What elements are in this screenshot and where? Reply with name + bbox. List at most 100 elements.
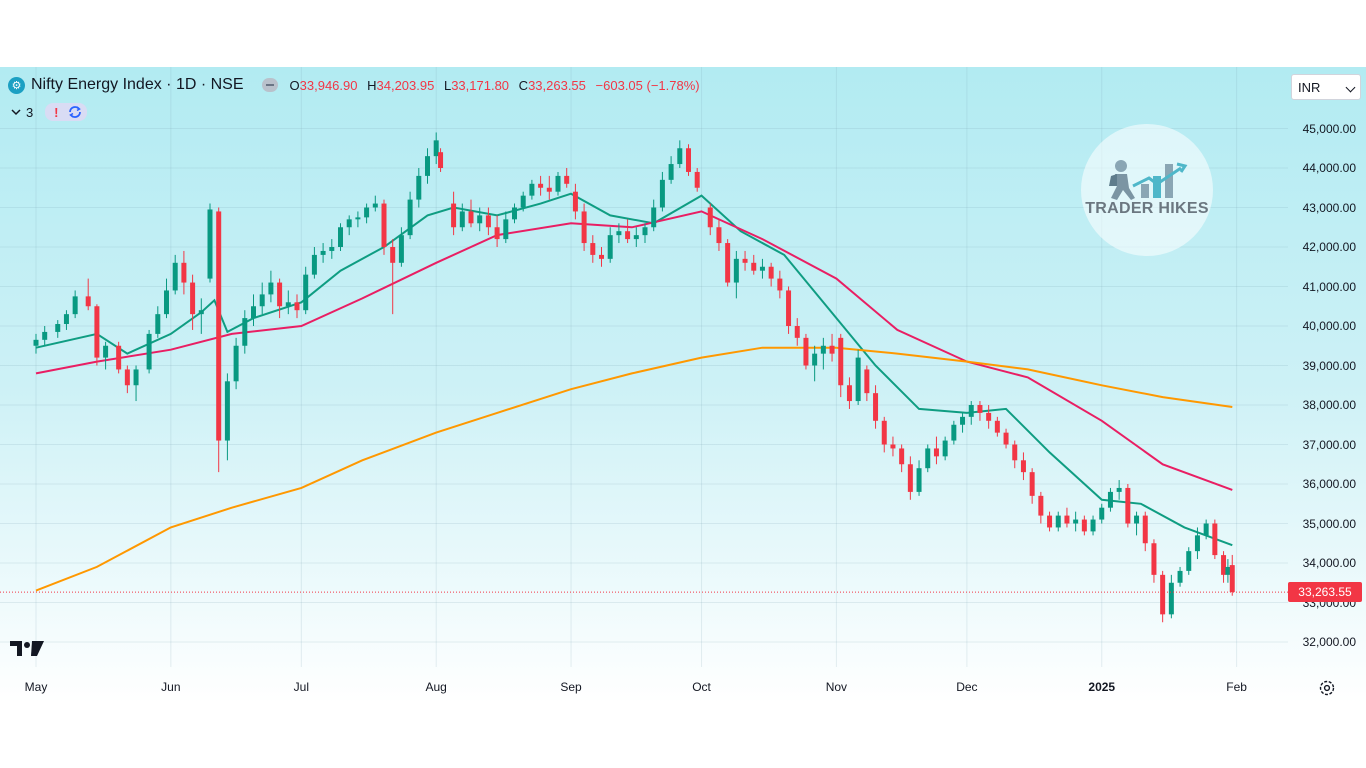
candle-body xyxy=(1012,444,1018,461)
currency-select[interactable]: INR xyxy=(1291,74,1361,100)
candle-body xyxy=(1186,551,1192,571)
candle-body xyxy=(320,250,326,255)
close-label: C xyxy=(518,77,529,93)
candle-body xyxy=(1116,487,1122,492)
candle-body xyxy=(538,183,544,188)
price-chart[interactable] xyxy=(0,67,1366,703)
price-axis-label: 36,000.00 xyxy=(1302,477,1356,491)
candle-body xyxy=(873,393,879,421)
candle-body xyxy=(285,302,291,307)
candle-body xyxy=(1229,565,1235,593)
candle-body xyxy=(725,243,731,283)
candle-body xyxy=(1142,515,1148,544)
tradingview-symbol-icon[interactable]: ⚙ xyxy=(8,76,25,94)
candle-body xyxy=(329,247,335,251)
candle-body xyxy=(103,345,109,358)
candle-body xyxy=(42,331,48,340)
candle-body xyxy=(181,262,187,283)
candle-body xyxy=(242,318,248,346)
candle-body xyxy=(468,211,474,224)
candle-body xyxy=(590,243,596,255)
candle-body xyxy=(846,385,852,402)
candle-body xyxy=(520,195,526,208)
candle-body xyxy=(1038,495,1044,516)
candle-body xyxy=(1064,515,1070,524)
candle-body xyxy=(124,369,130,386)
candle-body xyxy=(616,231,622,236)
close-value: 33,263.55 xyxy=(528,77,586,93)
time-axis-label: Sep xyxy=(560,680,582,694)
candle-body xyxy=(890,444,896,449)
candle-body xyxy=(751,262,757,271)
candle-body xyxy=(190,282,196,315)
candle-body xyxy=(63,314,69,325)
candle-body xyxy=(1168,582,1174,615)
candle-body xyxy=(572,191,578,212)
candle-body xyxy=(786,290,792,326)
indicator-toggle-row: 3 ! xyxy=(8,103,88,121)
currency-value: INR xyxy=(1298,80,1321,95)
candle-body xyxy=(381,203,387,247)
tradingview-logo[interactable] xyxy=(10,639,46,659)
time-axis-label: Jun xyxy=(161,680,181,694)
time-axis-label: Nov xyxy=(825,680,848,694)
candle-body xyxy=(1225,566,1231,575)
candle-body xyxy=(555,175,561,192)
candle-body xyxy=(425,156,430,176)
candle-body xyxy=(1029,472,1035,496)
candle-body xyxy=(294,302,300,311)
candle-body xyxy=(925,448,931,469)
price-axis-label: 41,000.00 xyxy=(1302,279,1356,294)
open-value: 33,946.90 xyxy=(299,77,358,93)
candle-body xyxy=(668,164,674,180)
data-status-pill[interactable]: ! xyxy=(45,103,88,121)
candle-body xyxy=(303,274,309,311)
time-axis-label: Oct xyxy=(692,680,711,694)
candle-body xyxy=(1203,523,1209,536)
logo-text: TRADER HIKES xyxy=(1085,200,1209,217)
candle-body xyxy=(433,140,439,157)
moving-average-line xyxy=(35,192,1233,547)
warning-icon[interactable]: ! xyxy=(54,104,59,120)
candle-body xyxy=(581,211,587,244)
chevron-down-icon xyxy=(1345,82,1356,93)
candle-body xyxy=(942,440,948,457)
candle-body xyxy=(1073,519,1079,524)
candle-body xyxy=(503,219,509,240)
chart-pane[interactable]: ⚙ Nifty Energy Index · 1D · NSE O33,946.… xyxy=(0,67,1366,703)
price-axis-label: 34,000.00 xyxy=(1302,556,1356,570)
candle-body xyxy=(207,209,213,279)
candle-body xyxy=(407,199,413,236)
candle-body xyxy=(625,231,631,240)
price-axis-label: 35,000.00 xyxy=(1302,516,1356,531)
candle-body xyxy=(1125,487,1131,524)
candle-body xyxy=(677,148,683,165)
candle-body xyxy=(564,175,570,184)
refresh-icon[interactable] xyxy=(67,104,83,120)
market-status-icon[interactable] xyxy=(261,78,278,92)
last-price-tag: 33,263.55 xyxy=(1288,582,1362,603)
symbol-title[interactable]: Nifty Energy Index · 1D · NSE xyxy=(31,76,244,93)
candle-body xyxy=(1107,491,1113,508)
time-axis-label: May xyxy=(24,680,48,694)
time-axis-label: Dec xyxy=(956,680,978,694)
candle-body xyxy=(1003,432,1009,445)
candle-body xyxy=(812,353,818,366)
time-axis-label: Aug xyxy=(425,680,447,694)
gear-icon[interactable] xyxy=(1318,679,1336,697)
high-label: H xyxy=(367,77,377,93)
trader-hikes-logo: TRADER HIKES xyxy=(1081,124,1213,256)
indicator-count[interactable]: 3 xyxy=(26,104,34,120)
candle-body xyxy=(233,345,239,382)
candle-body xyxy=(1177,570,1183,583)
hiker-chart-icon xyxy=(1109,160,1188,200)
candle-body xyxy=(311,254,317,275)
candle-body xyxy=(55,324,61,332)
chevron-down-icon[interactable] xyxy=(8,104,24,120)
price-axis-label: 37,000.00 xyxy=(1302,437,1356,452)
candle-body xyxy=(651,207,657,228)
price-axis-label: 45,000.00 xyxy=(1302,121,1356,136)
ohlc-values: O33,946.90 H34,203.95 L33,171.80 C33,263… xyxy=(290,78,700,93)
candle-body xyxy=(1099,507,1105,520)
candle-body xyxy=(355,217,361,220)
